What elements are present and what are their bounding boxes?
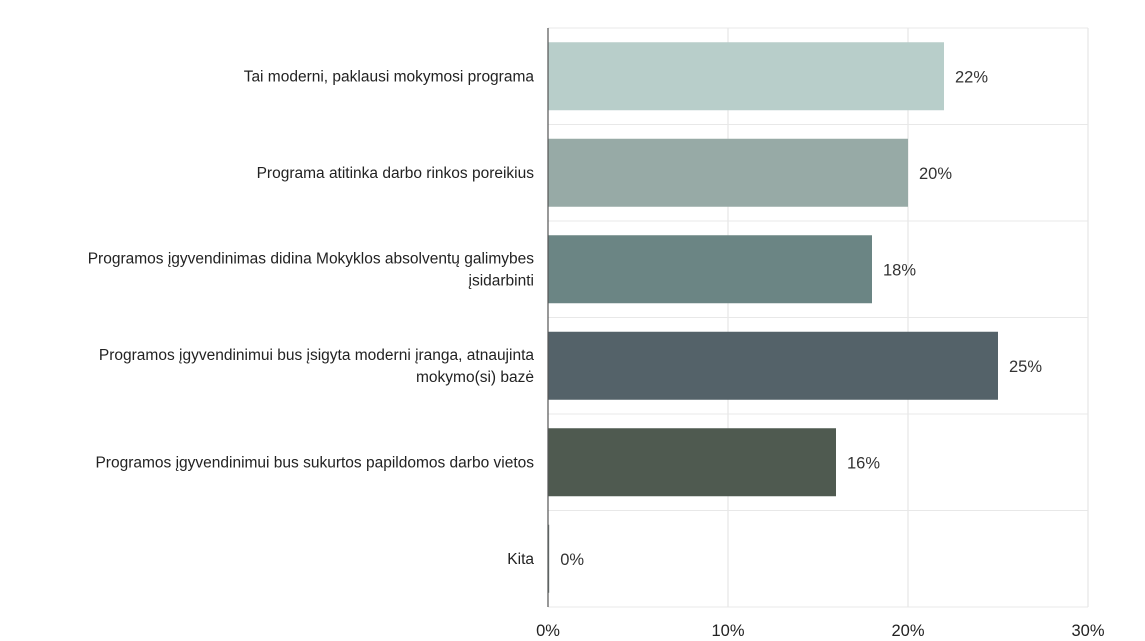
value-label: 0% <box>560 551 584 569</box>
x-tick-label: 0% <box>536 622 560 640</box>
category-label: įsidarbinti <box>469 272 534 289</box>
x-tick-label: 30% <box>1071 622 1104 640</box>
category-label: Tai moderni, paklausi mokymosi programa <box>244 68 535 85</box>
category-label: mokymo(si) bazė <box>416 369 534 386</box>
category-label: Programos įgyvendinimui bus įsigyta mode… <box>99 347 534 364</box>
category-label: Programos įgyvendinimas didina Mokyklos … <box>88 250 535 267</box>
x-tick-label: 20% <box>891 622 924 640</box>
value-label: 16% <box>847 454 880 472</box>
value-label: 22% <box>955 68 988 86</box>
x-tick-label: 10% <box>711 622 744 640</box>
value-label: 25% <box>1009 358 1042 376</box>
value-label: 20% <box>919 165 952 183</box>
category-label: Programos įgyvendinimui bus sukurtos pap… <box>95 454 534 471</box>
bar <box>548 331 998 400</box>
bar <box>548 42 944 111</box>
category-label: Kita <box>507 551 534 568</box>
value-label: 18% <box>883 261 916 279</box>
bar <box>548 138 908 207</box>
category-label: Programa atitinka darbo rinkos poreikius <box>257 165 535 182</box>
bar <box>548 428 836 497</box>
bar <box>548 235 872 304</box>
